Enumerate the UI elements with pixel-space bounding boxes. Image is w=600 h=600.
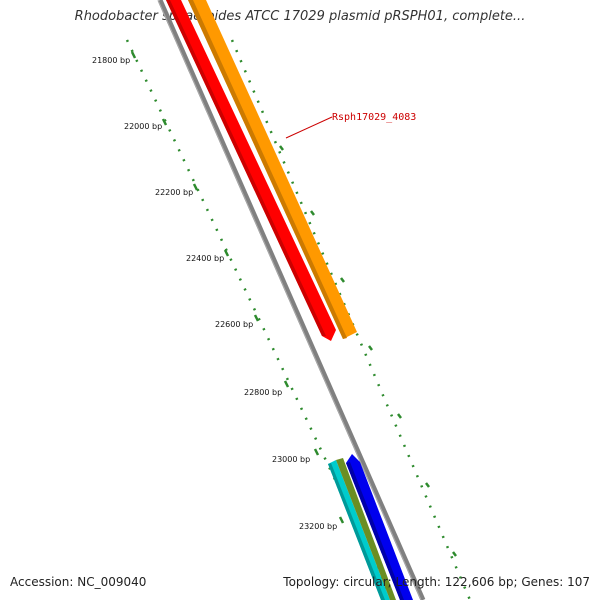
plasmid-backbone bbox=[157, 0, 426, 600]
gene-annotation: Rsph17029_4083 bbox=[285, 112, 416, 139]
outer-scale-track bbox=[230, 39, 472, 600]
gene-orange[interactable] bbox=[188, 0, 357, 339]
tick-labels: 21800 bp 22000 bp 22200 bp 22400 bp 2260… bbox=[92, 56, 337, 531]
gene-blue[interactable] bbox=[346, 454, 413, 600]
major-ticks bbox=[130, 51, 457, 557]
gene-label: Rsph17029_4083 bbox=[332, 112, 416, 123]
tick-label: 23200 bp bbox=[299, 522, 337, 531]
tick-label: 22600 bp bbox=[215, 320, 253, 329]
gene-cyan[interactable] bbox=[328, 460, 390, 600]
tick-label: 22000 bp bbox=[124, 122, 162, 131]
accession-text: Accession: NC_009040 bbox=[10, 575, 147, 589]
topology-stats-text: Topology: circular; Length: 122,606 bp; … bbox=[283, 575, 590, 589]
gene-olive[interactable] bbox=[336, 458, 396, 600]
tick-label: 22200 bp bbox=[155, 188, 193, 197]
gene-red[interactable] bbox=[166, 0, 336, 341]
tick-label: 23000 bp bbox=[272, 455, 310, 464]
tick-label: 21800 bp bbox=[92, 56, 130, 65]
tick-label: 22400 bp bbox=[186, 254, 224, 263]
tick-label: 22800 bp bbox=[244, 388, 282, 397]
inner-scale-track bbox=[125, 39, 394, 600]
